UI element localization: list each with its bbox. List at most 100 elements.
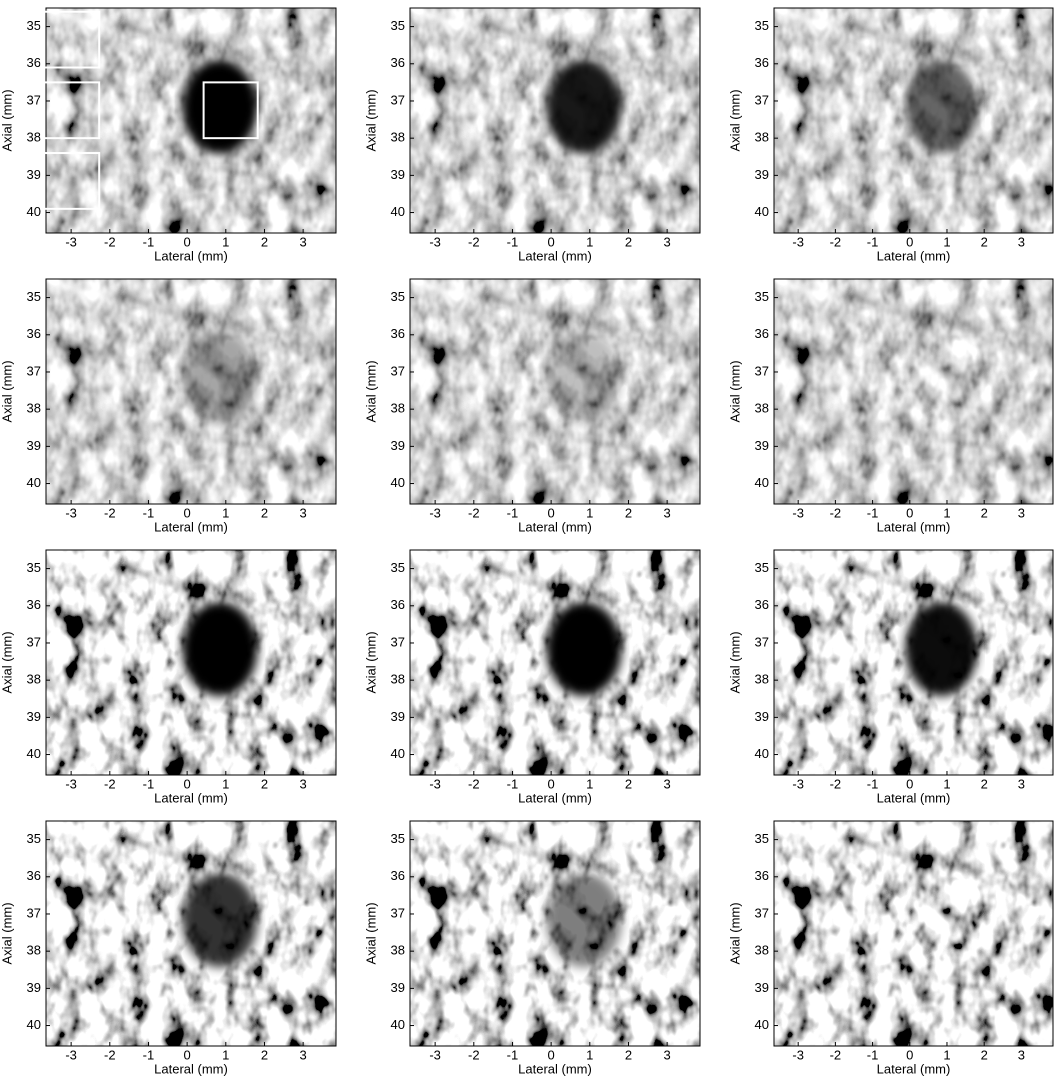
y-tick-label: 39 (27, 980, 41, 995)
y-axis-label: Axial (mm) (727, 360, 742, 422)
x-tick-label: -3 (792, 776, 804, 791)
lesion (182, 331, 257, 426)
y-tick-label: 36 (391, 326, 405, 341)
x-tick-label: -1 (143, 234, 155, 249)
x-tick-label: 0 (548, 234, 555, 249)
ultrasound-image (410, 821, 700, 1046)
x-tick-label: -2 (830, 505, 842, 520)
x-tick-label: 1 (943, 776, 950, 791)
y-tick-label: 38 (27, 943, 41, 958)
y-tick-label: 35 (391, 831, 405, 846)
x-tick-label: -3 (792, 505, 804, 520)
y-tick-label: 40 (755, 204, 769, 219)
x-tick-label: -3 (429, 1047, 441, 1062)
y-tick-label: 38 (27, 672, 41, 687)
lesion (905, 60, 978, 155)
y-tick-label: 37 (391, 363, 405, 378)
y-tick-label: 40 (755, 746, 769, 761)
x-tick-label: 2 (261, 1047, 268, 1062)
x-axis-label: Lateral (mm) (154, 790, 228, 805)
y-tick-label: 37 (27, 92, 41, 107)
y-tick-label: 40 (391, 746, 405, 761)
y-tick-label: 36 (391, 868, 405, 883)
x-tick-label: 1 (586, 776, 593, 791)
x-tick-label: -3 (429, 234, 441, 249)
y-axis-label: Axial (mm) (363, 360, 378, 422)
panel: -3-2-10123353637383940Lateral (mm)Axial … (0, 550, 336, 805)
y-axis-label: Axial (mm) (0, 631, 14, 693)
x-tick-label: 2 (981, 234, 988, 249)
x-tick-label: 0 (906, 1047, 913, 1062)
y-tick-label: 35 (755, 560, 769, 575)
x-tick-label: 3 (664, 1047, 671, 1062)
x-tick-label: -2 (830, 776, 842, 791)
y-tick-label: 40 (391, 475, 405, 490)
y-tick-label: 35 (27, 831, 41, 846)
x-tick-label: -3 (65, 1047, 77, 1062)
x-tick-label: 1 (222, 1047, 229, 1062)
x-tick-label: 2 (261, 505, 268, 520)
x-tick-label: -1 (867, 776, 879, 791)
x-tick-label: -2 (104, 1047, 116, 1062)
y-tick-label: 37 (755, 634, 769, 649)
y-tick-label: 39 (391, 980, 405, 995)
x-tick-label: -1 (867, 1047, 879, 1062)
y-tick-label: 38 (391, 943, 405, 958)
y-tick-label: 36 (27, 868, 41, 883)
y-axis-label: Axial (mm) (0, 89, 14, 151)
y-tick-label: 35 (391, 18, 405, 33)
y-tick-label: 37 (27, 905, 41, 920)
y-tick-label: 39 (27, 438, 41, 453)
x-tick-label: 1 (222, 776, 229, 791)
y-tick-label: 37 (27, 634, 41, 649)
x-tick-label: -3 (792, 234, 804, 249)
x-tick-label: 2 (625, 505, 632, 520)
y-tick-label: 37 (755, 905, 769, 920)
y-tick-label: 37 (27, 363, 41, 378)
x-tick-label: 0 (548, 505, 555, 520)
y-tick-label: 38 (755, 672, 769, 687)
y-tick-label: 39 (755, 709, 769, 724)
x-tick-label: 1 (586, 1047, 593, 1062)
x-tick-label: 1 (586, 505, 593, 520)
y-tick-label: 35 (27, 289, 41, 304)
x-axis-label: Lateral (mm) (877, 519, 951, 534)
y-tick-label: 38 (391, 401, 405, 416)
y-tick-label: 40 (755, 1017, 769, 1032)
x-tick-label: 1 (222, 234, 229, 249)
x-tick-label: -2 (468, 505, 480, 520)
y-tick-label: 39 (27, 167, 41, 182)
y-tick-label: 40 (391, 204, 405, 219)
ultrasound-image (46, 8, 336, 233)
y-tick-label: 39 (391, 167, 405, 182)
x-tick-label: 3 (1018, 234, 1025, 249)
x-tick-label: -1 (507, 1047, 519, 1062)
x-tick-label: 0 (906, 776, 913, 791)
y-tick-label: 36 (27, 55, 41, 70)
x-tick-label: 3 (1018, 505, 1025, 520)
y-axis-label: Axial (mm) (363, 631, 378, 693)
x-tick-label: 3 (1018, 1047, 1025, 1062)
y-tick-label: 38 (755, 401, 769, 416)
ultrasound-image (410, 279, 700, 504)
x-tick-label: -2 (104, 505, 116, 520)
x-tick-label: -1 (143, 1047, 155, 1062)
x-axis-label: Lateral (mm) (877, 790, 951, 805)
x-tick-label: 1 (943, 505, 950, 520)
panel: -3-2-10123353637383940Lateral (mm)Axial … (363, 550, 700, 805)
x-tick-label: 0 (548, 1047, 555, 1062)
y-tick-label: 36 (391, 597, 405, 612)
y-tick-label: 40 (27, 204, 41, 219)
x-tick-label: 2 (981, 1047, 988, 1062)
y-tick-label: 36 (27, 326, 41, 341)
ultrasound-image (46, 550, 336, 775)
y-tick-label: 40 (27, 475, 41, 490)
y-tick-label: 35 (391, 560, 405, 575)
y-tick-label: 37 (391, 634, 405, 649)
x-tick-label: 3 (664, 234, 671, 249)
y-axis-label: Axial (mm) (363, 89, 378, 151)
y-tick-label: 36 (27, 597, 41, 612)
